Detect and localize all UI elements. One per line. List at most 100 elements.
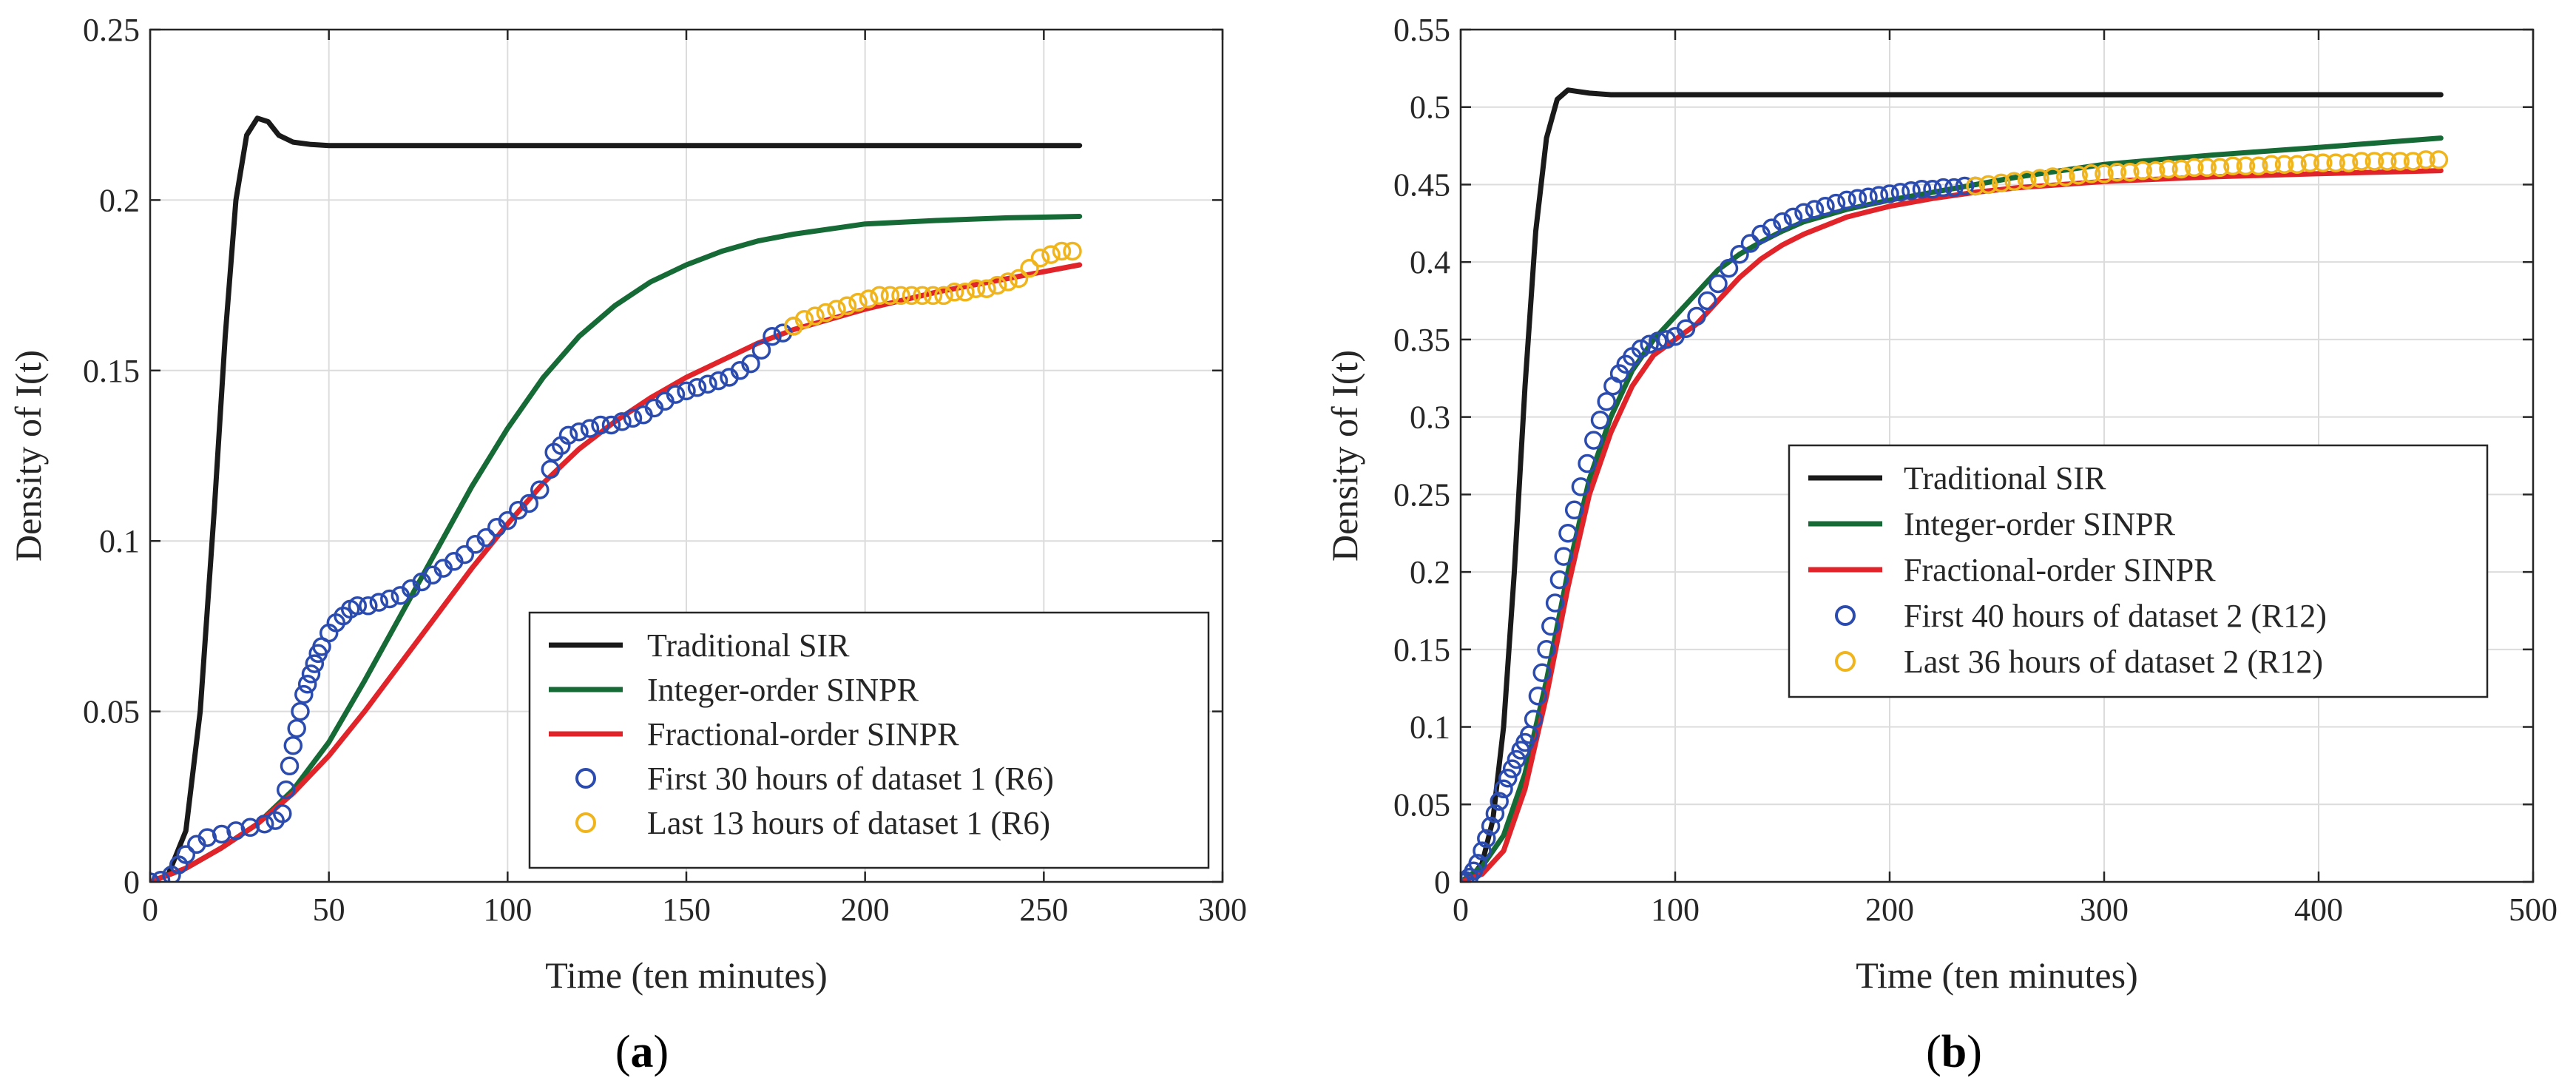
panel-b-series-4-marker xyxy=(2159,159,2178,179)
panel-b-caption: (b) xyxy=(1926,1027,1982,1077)
panel-b-series-3-marker xyxy=(1498,768,1518,788)
panel-b-ytick-label: 0.5 xyxy=(1410,90,1450,126)
panel-a-series-4-marker xyxy=(944,283,964,302)
panel-b-series-4-marker xyxy=(2030,169,2049,188)
panel-a-series-3-marker xyxy=(687,378,707,397)
panel-b-series-3-marker xyxy=(1869,186,1889,205)
panel-b-series-4-marker xyxy=(2120,162,2140,182)
panel-b-series-4-marker xyxy=(2313,153,2333,172)
panel-b-series-4-marker xyxy=(2288,155,2307,174)
panel-a-series-3-marker xyxy=(369,593,389,612)
panel-b-series-3-marker xyxy=(1740,234,1760,253)
panel-b-series-3-marker xyxy=(1816,197,1835,216)
panel-a-series-3-marker xyxy=(530,480,550,499)
panel-b-series-3-marker xyxy=(1912,179,1932,199)
panel-b-ytick-label: 0 xyxy=(1434,864,1450,900)
panel-b-series-3-marker xyxy=(1477,829,1496,849)
panel-b-series-4-marker xyxy=(2403,152,2423,171)
panel-a-series-3-marker xyxy=(476,528,496,547)
panel-b-series-4-marker xyxy=(2262,155,2281,174)
panel-b-series-3-marker xyxy=(1541,616,1561,636)
panel-a-series-3-marker xyxy=(591,415,610,435)
panel-a-series-3-marker xyxy=(151,870,171,882)
panel-b-series-3-marker xyxy=(1597,391,1616,411)
panel-a-legend-swatch-4 xyxy=(575,812,596,833)
panel-b-series-4-marker xyxy=(1992,173,2011,193)
panel-b-ytick-label: 0.35 xyxy=(1393,322,1450,358)
panel-b-series-4-marker xyxy=(2378,152,2397,171)
panel-b-series-3-marker xyxy=(1890,183,1910,202)
panel-b-series-4-marker xyxy=(2364,152,2384,171)
panel-a-xtick-label: 300 xyxy=(1198,892,1247,928)
panel-b-series-3-marker xyxy=(1578,454,1597,473)
panel-b-series-3-marker xyxy=(1837,190,1856,210)
chart-panel-a: 0 50 100 150 200 250 300 0 0.05 0.1 0.15 0.2 0.25 Tim… xyxy=(7,12,1247,996)
panel-b-series-3-marker xyxy=(1719,258,1739,278)
panel-a-series-3-marker xyxy=(569,422,589,442)
panel-a-series-3-marker xyxy=(291,701,310,721)
panel-a-series-3-marker xyxy=(294,684,314,704)
panel-a-legend-label-4: Last 13 hours of dataset 1 (R6) xyxy=(647,805,1050,841)
panel-b-series-3-marker xyxy=(1697,291,1717,311)
panel-b-series-3-marker xyxy=(1584,431,1603,450)
panel-b-series-4-marker xyxy=(1966,176,1985,196)
panel-a-xtick-label: 200 xyxy=(841,892,890,928)
panel-b-series-3-marker xyxy=(1751,224,1771,244)
panel-a-series-3-marker xyxy=(359,596,378,616)
panel-b-series-4-marker xyxy=(2352,152,2371,171)
panel-b-series-4-marker xyxy=(2056,167,2075,186)
panel-b-series-group xyxy=(1461,87,2449,882)
panel-a-series-3-marker xyxy=(558,425,578,445)
panel-a-series-4-marker xyxy=(1009,269,1029,289)
panel-b-series-3-marker xyxy=(1762,218,1782,237)
panel-b-ytick-label: 0.45 xyxy=(1393,166,1450,203)
panel-a-series-4-marker xyxy=(1020,258,1039,278)
panel-b-series-4-marker xyxy=(2081,164,2101,183)
panel-a-ytick-label: 0.25 xyxy=(83,12,140,48)
panel-a-xtick-label: 50 xyxy=(313,892,345,928)
panel-b-ytick-label: 0.3 xyxy=(1410,400,1450,436)
panel-a-series-3-marker xyxy=(612,412,632,431)
panel-a-series-3-marker xyxy=(305,654,325,673)
panel-b-series-4-marker xyxy=(2210,158,2230,178)
panel-a-series-3-marker xyxy=(297,674,317,694)
panel-b-legend-box xyxy=(1788,444,2489,698)
panel-b-ytick-label: 0.55 xyxy=(1393,12,1450,48)
panel-b-series-4-marker xyxy=(2017,170,2037,189)
panel-b-series-3-marker xyxy=(1848,189,1867,209)
panel-a-series-4-marker xyxy=(913,286,932,306)
panel-b-series-4-marker xyxy=(2416,150,2435,169)
panel-b-ytick-label: 0.25 xyxy=(1393,476,1450,513)
panel-b-series-3-marker xyxy=(1558,523,1578,543)
panel-b-series-3-marker xyxy=(1657,330,1677,349)
panel-b-series-4-marker xyxy=(2171,159,2191,179)
panel-b-xtick-label: 100 xyxy=(1651,892,1700,928)
panel-b-series-line-0 xyxy=(1461,87,2444,882)
panel-b-series-3-marker xyxy=(1783,207,1803,227)
panel-a-series-4-marker xyxy=(934,286,953,306)
chart-panel-b: 0 100 200 300 400 500 0 0.05 0.1 0.15 0.2 0.25 0.3 0.… xyxy=(1324,12,2558,996)
panel-b-series-4-marker xyxy=(2326,153,2345,172)
panel-a-series-3-marker xyxy=(254,814,274,834)
panel-b-ytick-label: 0.15 xyxy=(1393,632,1450,668)
panel-a-series-4-marker xyxy=(1041,245,1061,264)
panel-a-series-4-marker xyxy=(880,286,900,306)
panel-b-series-4-marker xyxy=(2069,166,2088,185)
panel-b-series-3-marker xyxy=(1507,749,1527,769)
panel-a-series-3-marker xyxy=(698,374,717,394)
panel-a-series-3-marker xyxy=(763,326,782,346)
panel-a-series-3-marker xyxy=(498,510,518,530)
panel-a-series-3-marker xyxy=(280,756,300,776)
panel-b-series-4-marker xyxy=(2133,161,2152,181)
panel-b-x-axis-label: Time (ten minutes) xyxy=(1856,954,2137,996)
panel-b-series-3-marker xyxy=(1481,816,1501,836)
panel-a-series-3-marker xyxy=(273,804,292,823)
panel-b-series-4-marker xyxy=(2146,161,2166,181)
panel-a-ytick-label: 0.15 xyxy=(83,353,140,389)
panel-a-series-4-marker xyxy=(848,292,868,312)
panel-b-series-3-marker xyxy=(1794,203,1813,222)
panel-b-ytick-label: 0.4 xyxy=(1410,244,1450,280)
panel-b-legend-swatch-4 xyxy=(1835,651,1856,672)
panel-a-series-4-marker xyxy=(827,300,846,319)
panel-b-xtick-label: 200 xyxy=(1865,892,1914,928)
